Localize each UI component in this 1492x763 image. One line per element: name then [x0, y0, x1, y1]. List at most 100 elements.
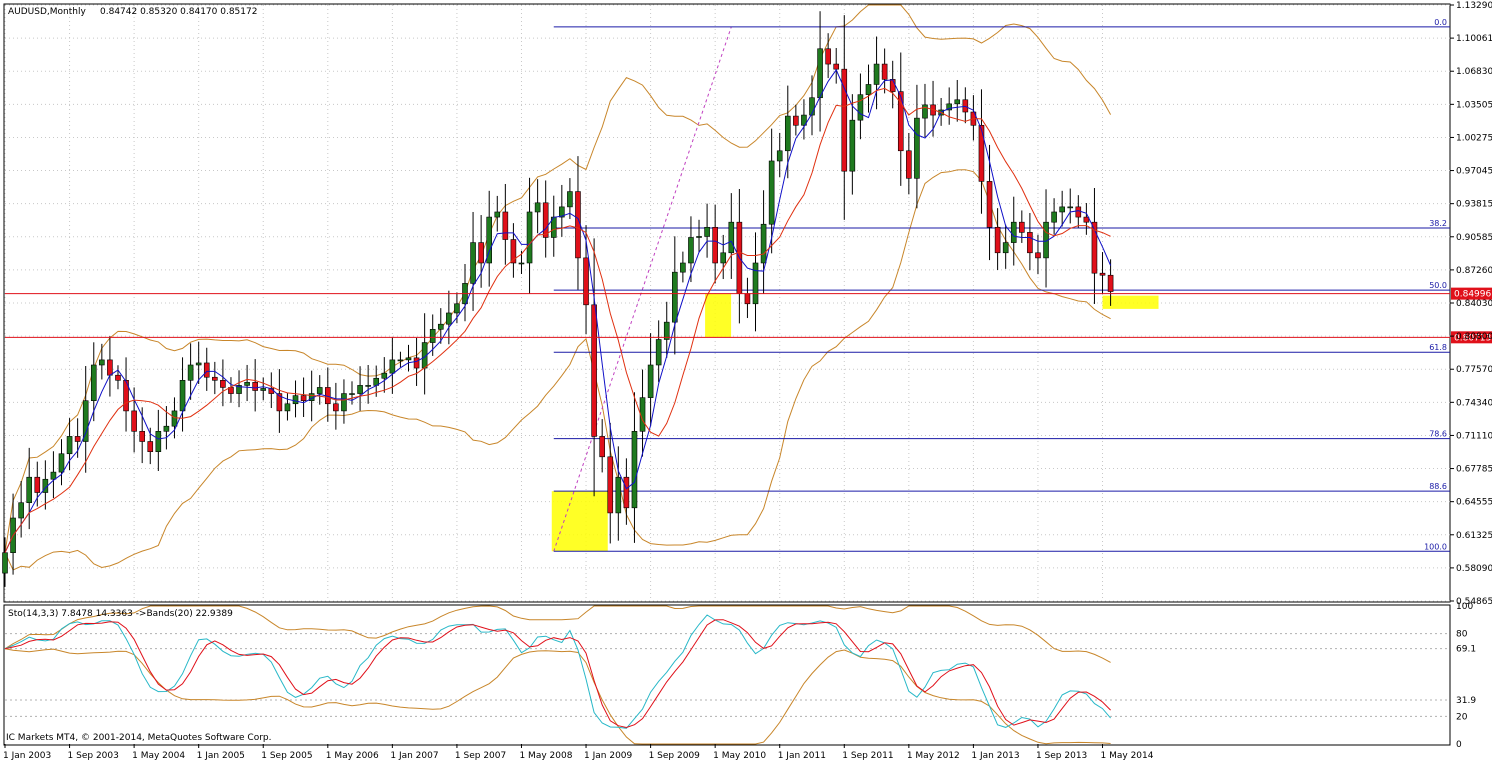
candle-bear: [115, 374, 121, 381]
candle-bear: [212, 376, 218, 381]
stochastic-lower-band: [4, 648, 1111, 745]
stochastic-axis-label: 31.9: [1456, 696, 1476, 706]
price-axis-label: 0.93815: [1456, 200, 1492, 210]
price-axis-label: 0.54865: [1456, 597, 1492, 607]
candle-bull: [163, 425, 170, 432]
price-axis-label: 1.00275: [1456, 133, 1492, 143]
candle-bull: [680, 262, 686, 273]
candle-bull: [341, 393, 347, 412]
highlight-box: [551, 491, 608, 552]
time-axis-label: 1 Sep 2013: [1036, 751, 1087, 761]
price-axis-label: 1.06830: [1456, 67, 1492, 77]
candle-bull: [518, 262, 525, 265]
price-axis-label: 0.77570: [1456, 365, 1492, 375]
price-axis-label: 0.67785: [1456, 465, 1492, 475]
time-axis-label: 1 Jan 2011: [778, 751, 826, 761]
candle-bull: [66, 436, 73, 455]
candle-bear: [147, 441, 154, 453]
candle-bull: [567, 191, 573, 208]
candle-bear: [583, 257, 589, 306]
candle-bull: [526, 211, 533, 264]
candle-bull: [470, 242, 476, 284]
candle-bull: [99, 359, 105, 366]
candle-bear: [478, 242, 484, 264]
candle-bull: [922, 104, 928, 119]
price-axis-label: 1.13290: [1456, 1, 1492, 11]
candle-bear: [897, 91, 904, 152]
candle-bear: [1099, 272, 1106, 276]
candle-bear: [542, 202, 549, 238]
candle-bear: [833, 63, 840, 70]
time-axis-label: 1 Sep 2007: [455, 751, 506, 761]
candle-bull: [486, 216, 493, 264]
candle-bear: [841, 68, 848, 172]
candle-bull: [534, 202, 541, 213]
candle-bear: [333, 403, 339, 412]
candle-bear: [575, 191, 581, 259]
candle-bull: [284, 403, 291, 412]
candle-bull: [1067, 206, 1074, 209]
candle-bear: [986, 181, 993, 228]
candle-bear: [276, 393, 283, 412]
candle-bear: [107, 359, 113, 376]
candle-bull: [801, 114, 807, 126]
candle-bull: [381, 372, 388, 379]
stochastic-axis-label: 69.1: [1456, 645, 1476, 655]
candle-bull: [696, 236, 702, 238]
price-axis-label: 1.03505: [1456, 100, 1492, 110]
candle-bear: [502, 211, 509, 240]
candle-bull: [1051, 211, 1057, 223]
candle-bull: [171, 410, 178, 427]
price-axis-label: 0.61325: [1456, 531, 1492, 541]
candle-bear: [744, 293, 751, 305]
candle-bear: [510, 239, 517, 264]
time-axis-label: 1 Jan 2009: [584, 751, 632, 761]
projection-line[interactable]: [553, 26, 732, 552]
candle-bull: [292, 395, 299, 405]
copyright-footer: IC Markets MT4, © 2001-2014, MetaQuotes …: [6, 733, 272, 743]
highlight-box: [705, 293, 732, 338]
time-axis-label: 1 Sep 2009: [649, 751, 701, 761]
price-tag-label: 0.84996: [1454, 290, 1491, 300]
candle-bull: [663, 321, 670, 340]
candle-bear: [1075, 206, 1082, 218]
candle-bear: [34, 476, 41, 493]
fibonacci-level-label: 61.8: [1429, 343, 1447, 352]
bollinger-lower-band: [4, 169, 1111, 571]
time-axis-label: 1 Sep 2011: [842, 751, 893, 761]
candle-bull: [179, 379, 186, 412]
fibonacci-level-label: 88.6: [1429, 482, 1447, 491]
time-axis-label: 1 Jan 2005: [197, 751, 245, 761]
candle-bull: [615, 476, 622, 514]
candle-bear: [74, 436, 81, 442]
price-tag-box: [1451, 287, 1492, 300]
moving-average-fast: [4, 68, 1112, 553]
candle-bull: [244, 382, 250, 386]
candle-bull: [1002, 242, 1009, 254]
fibonacci-level-label: 78.6: [1429, 430, 1447, 439]
candle-bull: [760, 223, 767, 264]
candle-bull: [946, 103, 952, 111]
price-tag-box: [1451, 331, 1492, 344]
candle-bull: [365, 385, 371, 387]
candle-bear: [203, 362, 210, 378]
candle-bear: [623, 476, 630, 509]
stochastic-upper-band: [4, 605, 1111, 663]
candle-bull: [446, 312, 452, 325]
candle-bear: [1035, 252, 1041, 259]
candle-bear: [131, 410, 137, 432]
candle-bear: [881, 63, 888, 80]
candle-bull: [672, 271, 678, 323]
fibonacci-level-label: 50.0: [1429, 281, 1447, 290]
candle-bull: [776, 150, 783, 162]
price-axis-label: 0.71110: [1456, 431, 1492, 441]
stochastic-panel[interactable]: [3, 604, 1451, 746]
moving-average-slow: [4, 87, 1111, 553]
candle-bull: [768, 160, 775, 225]
candle-bull: [316, 387, 323, 394]
stochastic-signal-line: [4, 619, 1111, 729]
time-axis-label: 1 Sep 2003: [68, 751, 119, 761]
candle-bear: [591, 304, 597, 437]
candle-bull: [631, 431, 638, 509]
